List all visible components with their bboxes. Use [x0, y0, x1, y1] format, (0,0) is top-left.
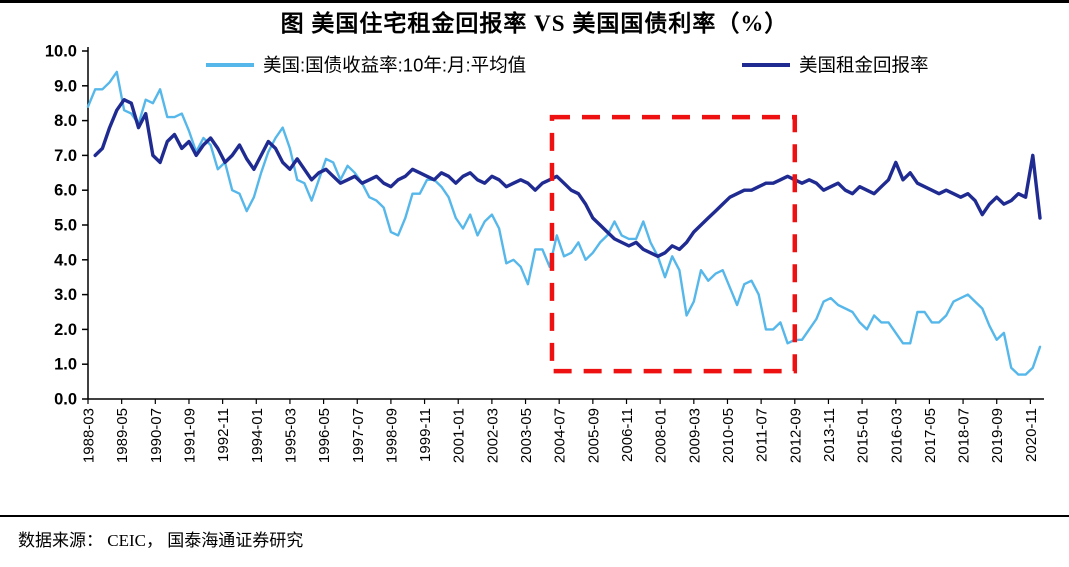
highlight-box [549, 114, 798, 374]
y-tick-label: 7.0 [54, 147, 77, 165]
legend: 美国:国债收益率:10年:月:平均值 美国租金回报率 [206, 55, 929, 76]
x-tick-label: 2003-05 [518, 408, 535, 463]
x-tick-label: 2012-09 [787, 408, 804, 463]
x-tick-label: 2008-01 [653, 408, 670, 463]
x-tick-label: 2004-07 [552, 408, 569, 463]
x-tick-label: 1994-01 [249, 408, 266, 463]
x-tick-label: 1998-09 [383, 408, 400, 463]
x-tick-label: 1990-07 [148, 408, 165, 463]
x-tick-label: 1995-03 [282, 408, 299, 463]
x-tick-label: 2020-11 [1023, 408, 1040, 462]
rental-return-line [93, 98, 1042, 258]
legend-label-treasury-yield-line: 美国:国债收益率:10年:月:平均值 [263, 55, 526, 76]
x-tick-label: 1989-05 [114, 408, 131, 463]
y-tick-label: 3.0 [54, 286, 77, 304]
treasury-yield-line [86, 70, 1042, 376]
legend-label-rental-return-line: 美国租金回报率 [799, 55, 929, 76]
source-divider [0, 515, 1069, 517]
y-tick-labels: 0.0 1.0 2.0 3.0 4.0 5.0 6.0 7.0 8.0 9.0 10.0 [45, 43, 88, 409]
y-tick-label: 0.0 [54, 391, 77, 409]
y-tick-label: 8.0 [54, 112, 77, 130]
y-tick-label: 6.0 [54, 182, 77, 200]
x-tick-label: 2018-07 [956, 408, 973, 463]
data-source: 数据来源： CEIC， 国泰海通证券研究 [18, 531, 304, 550]
x-tick-label: 2002-03 [484, 408, 501, 463]
x-tick-label: 1988-03 [81, 408, 98, 463]
x-tick-label: 2019-09 [989, 408, 1006, 463]
x-tick-label: 2006-11 [619, 408, 636, 462]
x-tick-label: 2017-05 [922, 408, 939, 463]
y-tick-label: 2.0 [54, 321, 77, 339]
x-tick-label: 1991-09 [181, 408, 198, 463]
axes [87, 47, 1044, 400]
top-border [0, 0, 1069, 3]
x-tick-labels: 1988-03 1989-05 1990-07 1991-09 1992-11 1994-… [81, 399, 1040, 463]
y-tick-label: 5.0 [54, 217, 77, 235]
x-tick-label: 1996-05 [316, 408, 333, 463]
figure: 图 美国住宅租金回报率 VS 美国国债利率（%） 0.0 1.0 2.0 3.0 4.0… [0, 0, 1069, 550]
y-tick-label: 4.0 [54, 251, 77, 269]
x-tick-label: 2010-05 [720, 408, 737, 463]
x-tick-label: 2013-11 [821, 408, 838, 462]
x-tick-label: 2005-09 [585, 408, 602, 463]
chart-title: 图 美国住宅租金回报率 VS 美国国债利率（%） [280, 11, 789, 36]
x-tick-label: 1999-11 [417, 408, 434, 462]
x-tick-label: 1997-07 [350, 408, 367, 463]
chart-canvas: 0.0 1.0 2.0 3.0 4.0 5.0 6.0 7.0 8.0 9.0 10.0 1988-0… [45, 43, 1044, 463]
y-tick-label: 1.0 [54, 356, 77, 374]
x-tick-label: 2016-03 [888, 408, 905, 463]
x-tick-label: 2001-01 [451, 408, 468, 463]
y-tick-label: 10.0 [45, 43, 77, 61]
x-tick-label: 2009-03 [686, 408, 703, 463]
y-tick-label: 9.0 [54, 77, 77, 95]
x-tick-label: 2015-01 [855, 408, 872, 463]
x-tick-label: 2011-07 [754, 408, 771, 462]
x-tick-label: 1992-11 [215, 408, 232, 462]
